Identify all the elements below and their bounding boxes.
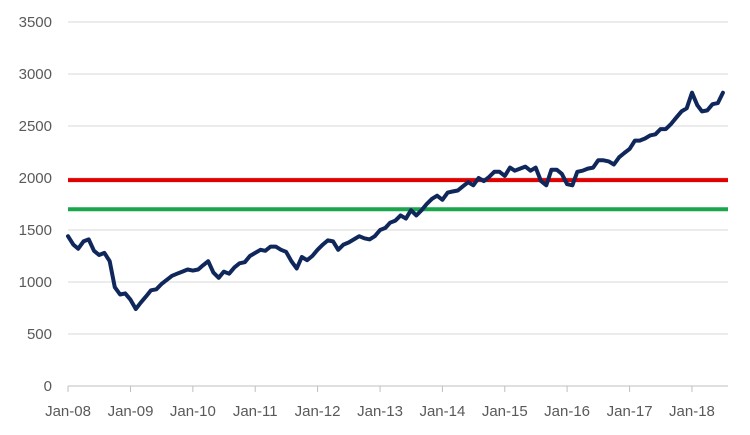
gridlines [68,21,728,335]
y-tick-label: 2500 [19,118,52,135]
x-axis: Jan-08 Jan-09 Jan-10 Jan-11 Jan-12 Jan-13 Jan-… [45,385,728,420]
y-tick-label: 2000 [19,170,52,187]
y-tick-label: 1000 [19,274,52,291]
x-tick-label: Jan-11 [233,403,278,420]
y-tick-label: 3500 [19,14,52,31]
series-line-1 [66,90,725,311]
x-tick-label: Jan-17 [607,403,653,420]
x-tick-label: Jan-13 [357,403,403,420]
y-axis-labels: 0 500 1000 1500 2000 2500 3000 3500 [19,14,52,395]
x-tick-label: Jan-18 [669,403,715,420]
y-tick-label: 3000 [19,66,52,83]
y-tick-label: 1500 [19,222,52,239]
x-tick-label: Jan-16 [544,403,590,420]
x-tick-label: Jan-12 [295,403,341,420]
series-group [66,90,725,311]
x-tick-label: Jan-10 [170,403,216,420]
x-tick-label: Jan-15 [482,403,528,420]
x-tick-label: Jan-14 [419,403,465,420]
reference-lines [68,178,728,212]
y-tick-label: 500 [27,326,52,343]
y-tick-label: 0 [44,378,52,395]
x-tick-label: Jan-09 [108,403,154,420]
x-tick-label: Jan-08 [45,403,91,420]
